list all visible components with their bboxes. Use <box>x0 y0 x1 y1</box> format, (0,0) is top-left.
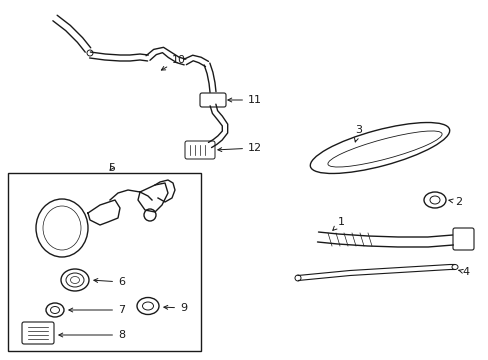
Text: 3: 3 <box>354 125 361 142</box>
Text: 1: 1 <box>332 217 345 230</box>
Text: 2: 2 <box>448 197 461 207</box>
Text: 9: 9 <box>163 303 187 313</box>
Text: 7: 7 <box>69 305 125 315</box>
Text: 12: 12 <box>218 143 262 153</box>
Bar <box>8 173 201 351</box>
Text: 10: 10 <box>161 55 185 70</box>
Text: 5: 5 <box>108 163 115 173</box>
Text: 8: 8 <box>59 330 125 340</box>
Text: 6: 6 <box>94 277 125 287</box>
Text: 4: 4 <box>458 267 468 277</box>
Text: 11: 11 <box>227 95 262 105</box>
